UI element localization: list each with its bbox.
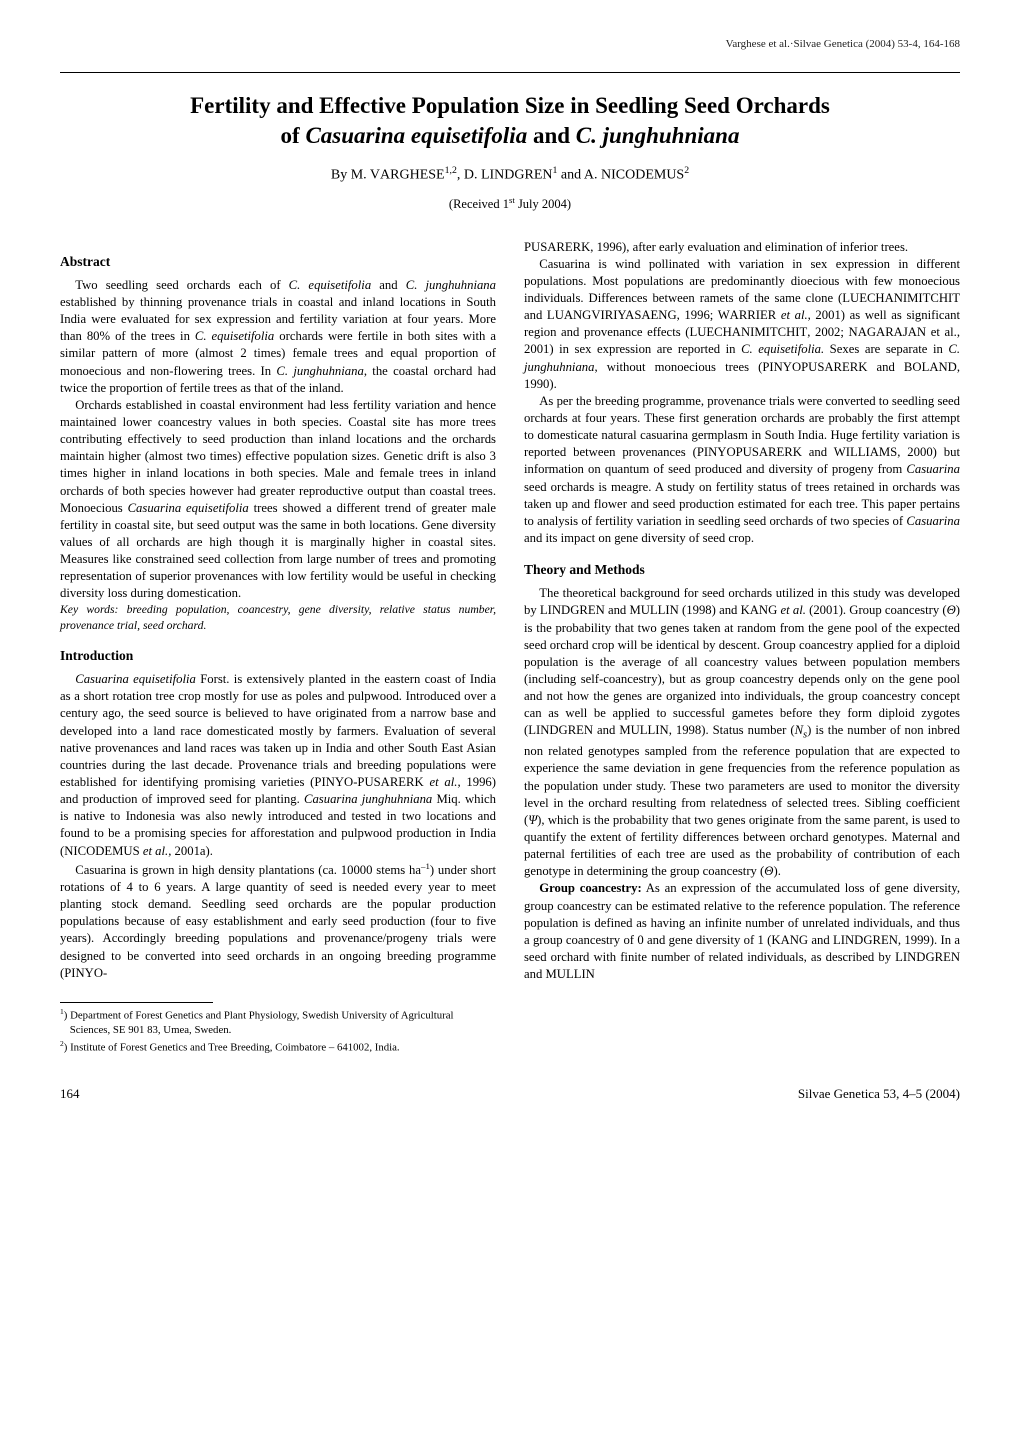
introduction-heading: Introduction xyxy=(60,647,496,665)
abstract-para-2: Orchards established in coastal environm… xyxy=(60,397,496,603)
authors-line: By M. VARGHESE1,2, D. LINDGREN1 and A. N… xyxy=(60,165,960,184)
keywords: Key words: breeding population, coancest… xyxy=(60,602,496,632)
page-number: 164 xyxy=(60,1086,80,1102)
running-head: Varghese et al.·Silvae Genetica (2004) 5… xyxy=(60,38,960,50)
journal-footer: Silvae Genetica 53, 4–5 (2004) xyxy=(798,1086,960,1102)
article-title: Fertility and Effective Population Size … xyxy=(60,91,960,151)
intro-para-1: Casuarina equisetifolia Forst. is extens… xyxy=(60,671,496,860)
body-columns: Abstract Two seedling seed orchards each… xyxy=(60,239,960,1057)
abstract-heading: Abstract xyxy=(60,253,496,271)
footnotes: 1) Department of Forest Genetics and Pla… xyxy=(60,1007,496,1054)
footnote-rule xyxy=(60,1002,213,1003)
received-line: (Received 1st July 2004) xyxy=(60,195,960,212)
intro-para-2: Casuarina is grown in high density plant… xyxy=(60,860,496,982)
title-line-1: Fertility and Effective Population Size … xyxy=(190,93,830,118)
page-footer: 164 Silvae Genetica 53, 4–5 (2004) xyxy=(60,1086,960,1102)
theory-para-2: Group coancestry: As an expression of th… xyxy=(524,880,960,983)
right-para-1: Casuarina is wind pollinated with variat… xyxy=(524,256,960,393)
page: Varghese et al.·Silvae Genetica (2004) 5… xyxy=(0,0,1020,1142)
right-continued-para: PUSARERK, 1996), after early evaluation … xyxy=(524,239,960,256)
theory-heading: Theory and Methods xyxy=(524,561,960,579)
right-para-2: As per the breeding programme, provenanc… xyxy=(524,393,960,547)
footnote-2: 2) Institute of Forest Genetics and Tree… xyxy=(70,1039,496,1055)
footnote-1: 1) Department of Forest Genetics and Pla… xyxy=(70,1007,496,1037)
title-line-2: of Casuarina equisetifolia and C. junghu… xyxy=(281,123,740,148)
abstract-para-1: Two seedling seed orchards each of C. eq… xyxy=(60,277,496,397)
theory-para-1: The theoretical background for seed orch… xyxy=(524,585,960,880)
title-rule xyxy=(60,72,960,73)
